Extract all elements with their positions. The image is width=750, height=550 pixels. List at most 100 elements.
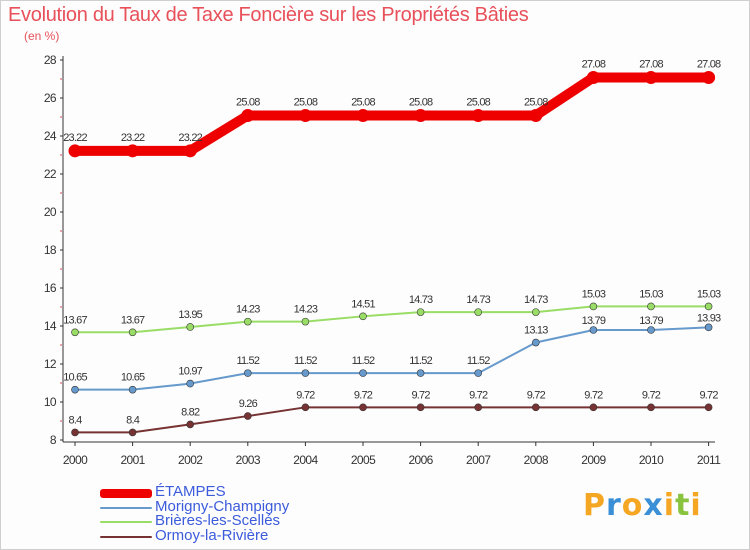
data-point-morigny-champigny	[531, 338, 540, 347]
y-tick-label: 16	[44, 281, 57, 295]
legend-swatch-etampes	[100, 489, 152, 498]
data-point-etampes	[586, 70, 600, 84]
data-point-ormoy-la-riviere	[128, 428, 137, 437]
data-label-morigny-champigny: 11.52	[352, 355, 375, 367]
legend-item-ormoy: Ormoy-la-Rivière	[100, 526, 360, 545]
data-label-etampes: 25.08	[409, 96, 433, 108]
data-point-etampes	[298, 108, 312, 122]
data-point-etampes	[471, 108, 485, 122]
data-label-ormoy-la-riviere: 9.72	[469, 389, 488, 401]
data-label-etampes: 25.08	[294, 96, 318, 108]
x-tick-label: 2011	[697, 453, 721, 467]
data-point-morigny-champigny	[301, 369, 310, 377]
legend-label-etampes: ÉTAMPES	[155, 483, 226, 500]
y-tick-label: 26	[44, 91, 57, 105]
unit-label: (en %)	[24, 29, 60, 43]
data-point-ormoy-la-riviere	[589, 403, 598, 412]
data-label-morigny-champigny: 11.52	[236, 355, 259, 367]
data-point-brieres-les-scelles	[647, 302, 655, 311]
data-point-brieres-les-scelles	[128, 328, 137, 337]
data-point-brieres-les-scelles	[531, 308, 540, 316]
data-point-ormoy-la-riviere	[186, 420, 194, 429]
data-label-ormoy-la-riviere: 9.72	[699, 389, 718, 401]
data-point-morigny-champigny	[128, 385, 137, 394]
data-label-brieres-les-scelles: 13.95	[178, 309, 202, 321]
y-tick-label: 12	[44, 357, 57, 371]
data-label-brieres-les-scelles: 14.73	[524, 294, 548, 306]
data-point-morigny-champigny	[71, 385, 79, 394]
legend: ÉTAMPES Morigny-Champigny Brières-les-Sc…	[100, 483, 360, 545]
legend-item-etampes: ÉTAMPES	[100, 483, 360, 501]
data-point-brieres-les-scelles	[301, 317, 310, 326]
legend-swatch-morigny	[100, 506, 152, 509]
data-point-morigny-champigny	[647, 326, 655, 334]
data-label-etampes: 27.08	[582, 58, 606, 70]
data-point-brieres-les-scelles	[589, 302, 598, 311]
data-label-ormoy-la-riviere: 9.72	[642, 389, 661, 401]
data-label-etampes: 25.08	[524, 96, 548, 108]
data-label-brieres-les-scelles: 14.73	[466, 294, 490, 306]
series-line-etampes	[70, 72, 714, 156]
data-label-ormoy-la-riviere: 9.72	[527, 389, 546, 401]
data-label-ormoy-la-riviere: 9.72	[411, 389, 430, 401]
data-point-ormoy-la-riviere	[301, 403, 310, 412]
logo-letter: i	[663, 488, 676, 523]
chart-title: Evolution du Taux de Taxe Foncière sur l…	[8, 4, 529, 26]
data-point-etampes	[183, 144, 197, 158]
data-label-ormoy-la-riviere: 9.26	[239, 398, 258, 410]
y-tick-label: 24	[44, 129, 57, 143]
x-tick-label: 2006	[408, 453, 433, 467]
data-label-ormoy-la-riviere: 9.72	[354, 389, 373, 401]
data-label-morigny-champigny: 10.97	[178, 366, 202, 378]
data-point-morigny-champigny	[416, 369, 425, 377]
data-label-brieres-les-scelles: 13.67	[63, 314, 87, 326]
data-label-etampes: 25.08	[466, 96, 490, 108]
data-point-brieres-les-scelles	[71, 328, 79, 337]
legend-label-morigny: Morigny-Champigny	[155, 497, 290, 515]
data-label-brieres-les-scelles: 14.23	[236, 304, 260, 316]
logo-letter: r	[606, 488, 622, 523]
y-tick-label: 28	[44, 53, 57, 67]
x-tick-label: 2002	[178, 453, 203, 467]
data-point-etampes	[241, 108, 255, 122]
legend-label-ormoy: Ormoy-la-Rivière	[155, 526, 269, 544]
data-label-morigny-champigny: 11.52	[467, 355, 490, 367]
data-point-morigny-champigny	[704, 323, 713, 332]
data-point-etampes	[529, 108, 543, 122]
data-label-etampes: 25.08	[236, 96, 260, 108]
data-label-morigny-champigny: 11.52	[294, 355, 317, 367]
series-line-morigny-champigny	[74, 326, 710, 391]
data-label-etampes: 27.08	[697, 58, 721, 70]
data-label-morigny-champigny: 13.93	[697, 312, 721, 324]
data-point-etampes	[68, 144, 82, 158]
y-tick-label: 18	[44, 243, 57, 257]
data-point-etampes	[702, 70, 716, 84]
data-label-brieres-les-scelles: 15.03	[582, 288, 606, 300]
data-label-morigny-champigny: 10.65	[121, 372, 145, 384]
data-point-morigny-champigny	[359, 369, 367, 377]
data-point-brieres-les-scelles	[186, 323, 194, 331]
data-point-morigny-champigny	[186, 379, 194, 388]
logo-letter: x	[643, 488, 664, 523]
data-label-brieres-les-scelles: 13.67	[121, 314, 145, 326]
data-point-brieres-les-scelles	[244, 317, 252, 326]
y-tick-label: 22	[44, 167, 57, 181]
data-point-morigny-champigny	[244, 369, 252, 377]
data-point-brieres-les-scelles	[359, 312, 367, 321]
data-label-ormoy-la-riviere: 9.72	[296, 389, 315, 401]
data-label-etampes: 23.22	[63, 132, 87, 144]
y-tick-label: 14	[44, 319, 57, 333]
data-label-brieres-les-scelles: 15.03	[697, 288, 721, 300]
x-tick-label: 2007	[466, 453, 491, 467]
x-tick-label: 2005	[351, 453, 376, 467]
data-label-ormoy-la-riviere: 8.4	[126, 414, 140, 426]
data-point-ormoy-la-riviere	[647, 403, 655, 412]
data-label-etampes: 25.08	[351, 96, 375, 108]
data-point-ormoy-la-riviere	[244, 412, 252, 420]
data-label-etampes: 27.08	[639, 58, 663, 70]
data-point-etampes	[414, 108, 428, 122]
data-point-etampes	[126, 144, 140, 158]
data-point-etampes	[356, 108, 370, 122]
